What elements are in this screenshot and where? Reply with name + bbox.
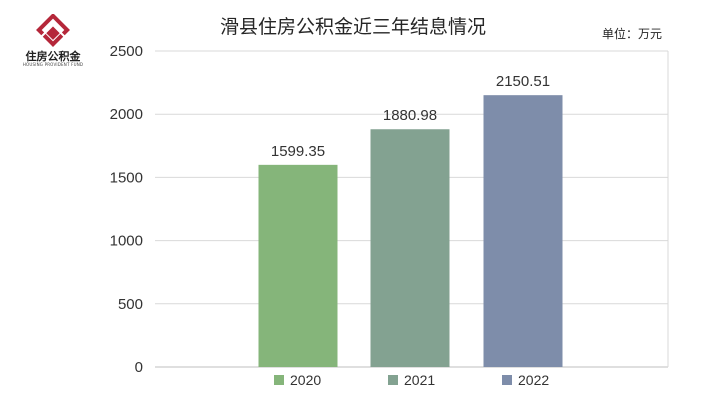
data-label: 1599.35 [271,143,325,160]
y-tick-label: 1000 [110,233,143,250]
y-tick-label: 1500 [110,169,143,186]
legend-swatch [274,375,284,385]
legend-label: 2022 [518,372,550,388]
legend-item: 2022 [502,372,549,388]
legend-item: 2020 [274,372,321,388]
legend-label: 2021 [404,372,436,388]
data-label: 1880.98 [383,107,437,124]
y-tick-label: 2500 [110,43,143,60]
logo-name-cn: 住房公积金 [25,50,81,63]
logo-name-en: HOUSING PROVIDENT FUND [22,62,84,67]
data-label: 2150.51 [496,73,550,90]
bar [483,95,563,367]
bar [370,129,450,367]
y-tick-label: 2000 [110,106,143,123]
bar [258,164,338,367]
y-tick-label: 500 [118,296,143,313]
unit-label: 单位：万元 [601,27,662,41]
housing-fund-logo-icon [36,13,70,47]
chart-title: 滑县住房公积金近三年结息情况 [219,16,486,38]
y-tick-label: 0 [135,359,143,376]
legend-swatch [502,375,512,385]
legend-swatch [388,375,398,385]
logo: 住房公积金 HOUSING PROVIDENT FUND [18,13,88,70]
legend: 2020 2021 2022 [0,372,706,390]
legend-item: 2021 [388,372,435,388]
legend-label: 2020 [290,372,322,388]
